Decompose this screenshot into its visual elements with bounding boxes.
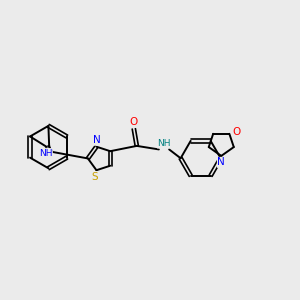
Text: N: N: [93, 135, 100, 145]
Text: NH: NH: [39, 148, 52, 158]
Text: O: O: [232, 127, 241, 137]
Text: S: S: [92, 172, 98, 182]
Text: O: O: [130, 117, 138, 127]
Text: N: N: [218, 158, 225, 167]
Text: NH: NH: [158, 139, 171, 148]
